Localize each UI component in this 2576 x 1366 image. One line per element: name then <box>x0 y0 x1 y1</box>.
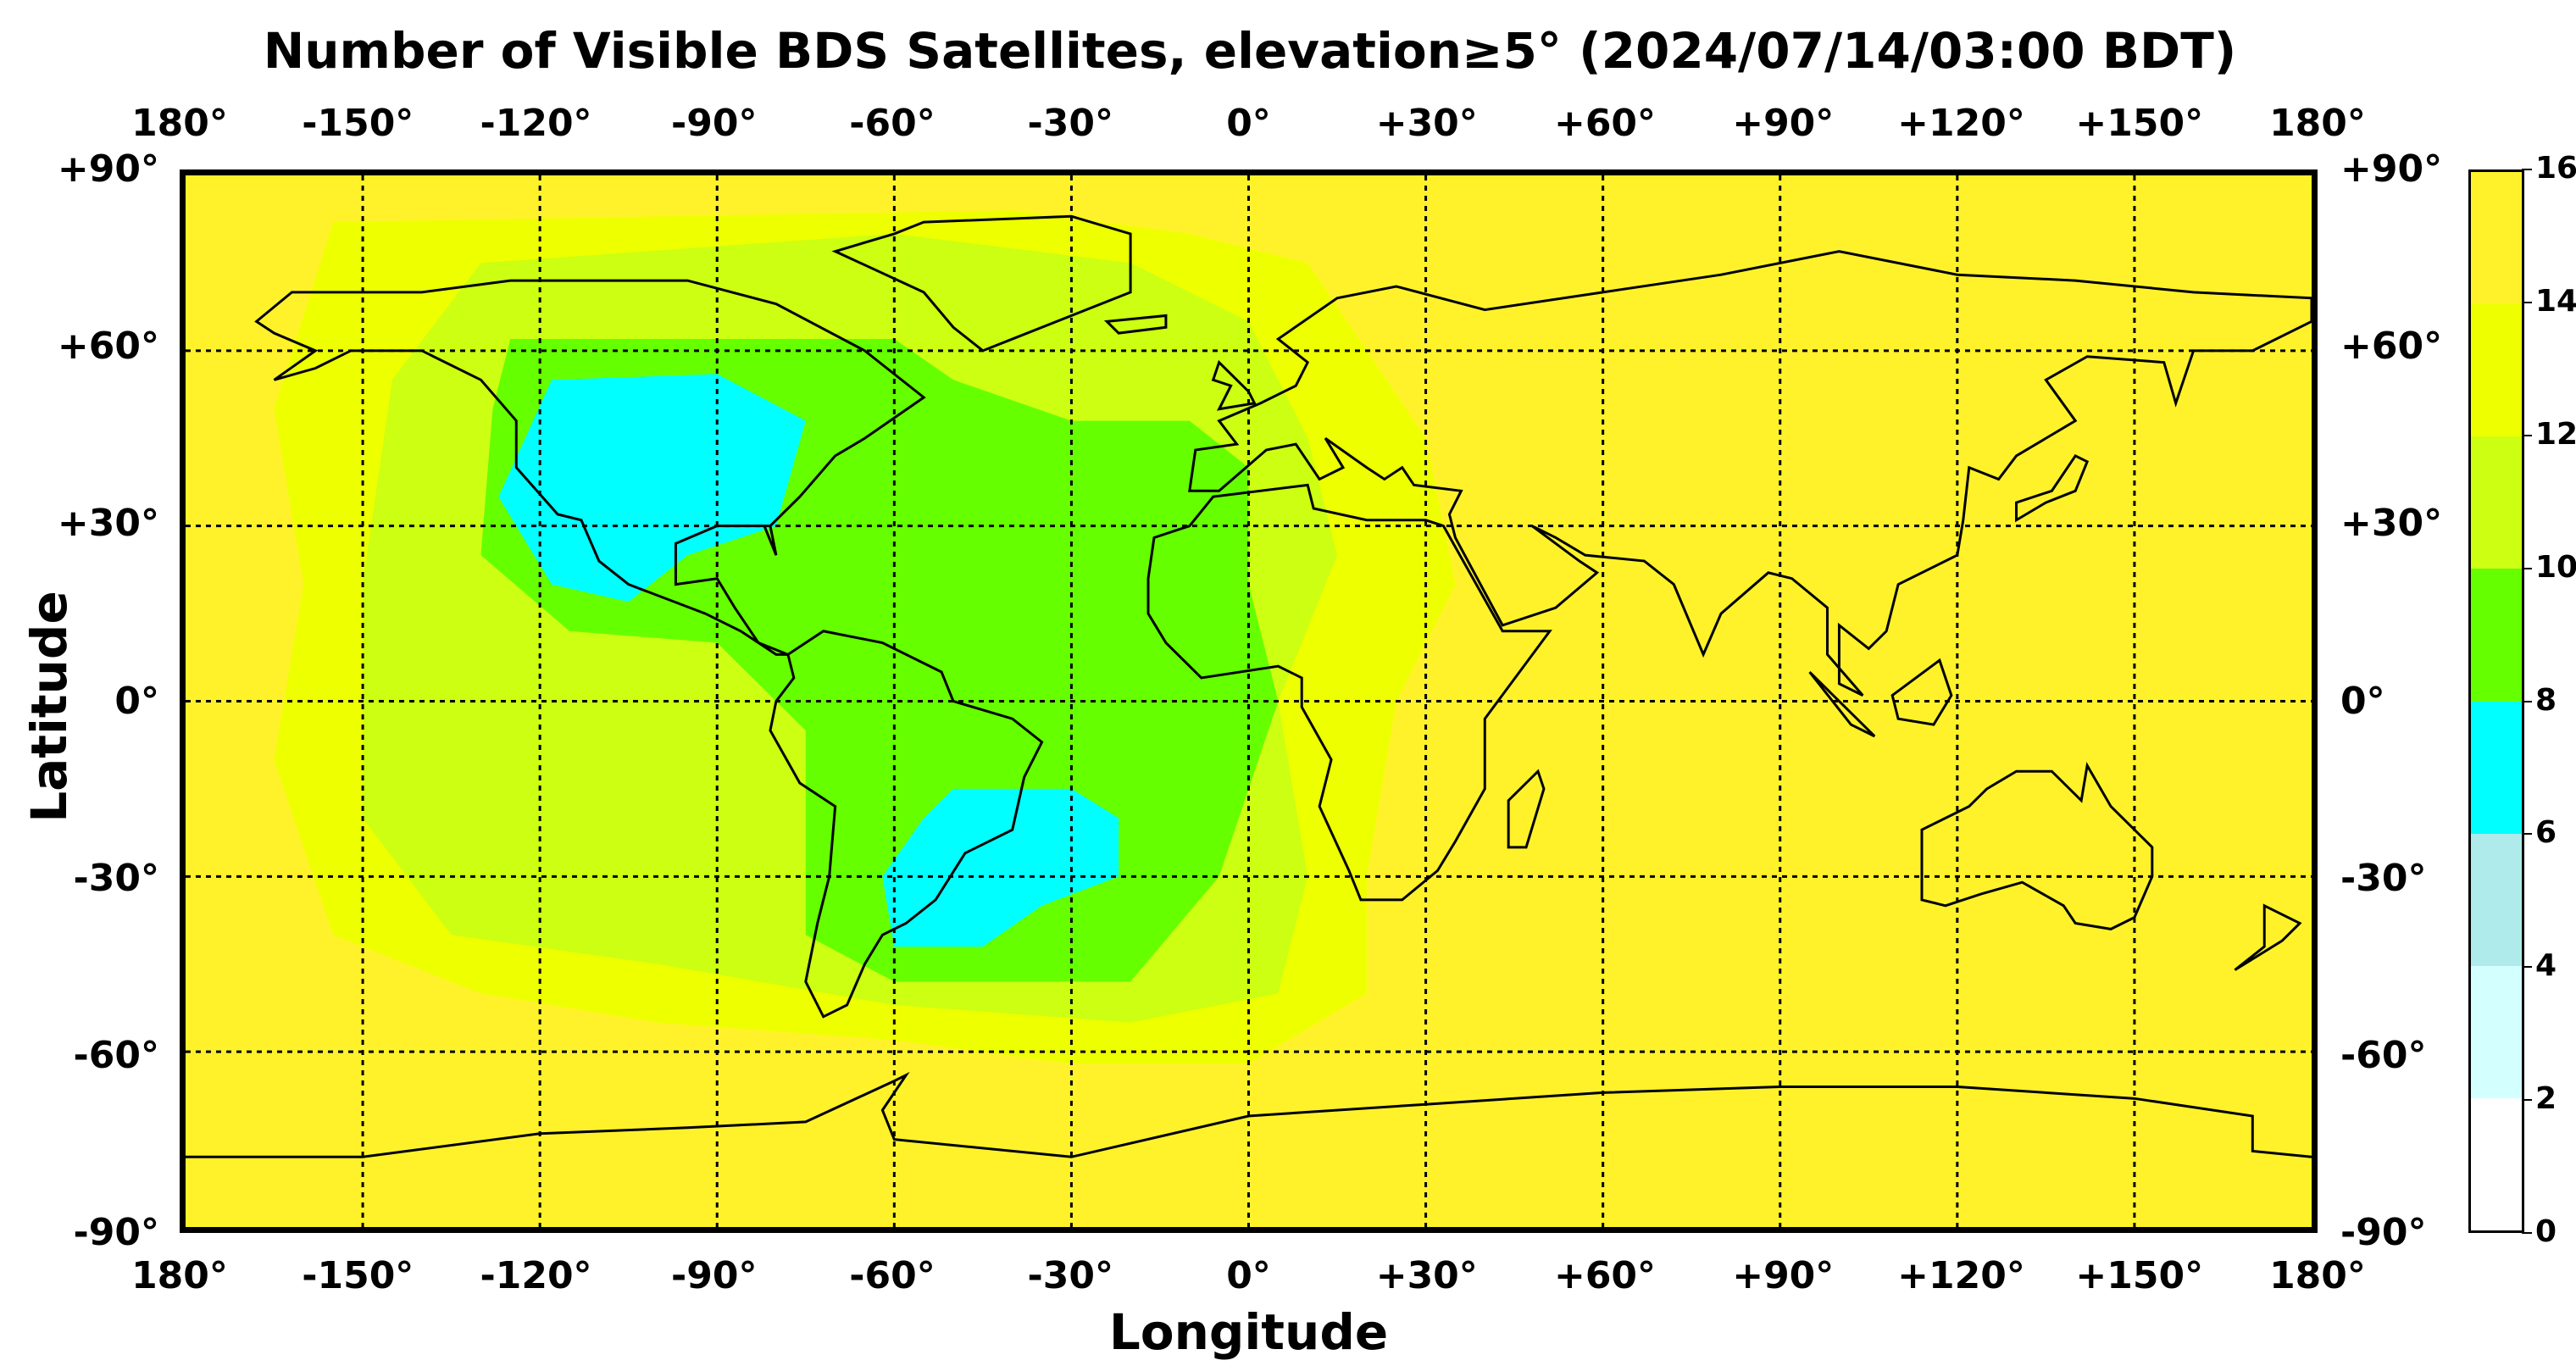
coverage-region <box>498 374 806 602</box>
colorbar-segment <box>2471 436 2522 569</box>
x-tick-label-top: -30° <box>1027 102 1114 145</box>
x-tick-label-top: +60° <box>1553 102 1657 145</box>
colorbar-tick-mark <box>2522 169 2532 170</box>
coastline-iceland <box>1107 315 1166 333</box>
colorbar-segment <box>2471 304 2522 437</box>
chart-title: Number of Visible BDS Satellites, elevat… <box>263 22 2237 80</box>
coastline-britain <box>1213 363 1255 409</box>
x-axis-label: Longitude <box>1108 1303 1389 1361</box>
x-tick-label-top: +90° <box>1732 102 1835 145</box>
y-tick-label-left: -30° <box>73 856 160 900</box>
coastline-antarctica <box>186 1075 2312 1158</box>
colorbar-tick-mark <box>2522 700 2532 702</box>
colorbar-tick-label: 14 <box>2535 283 2576 319</box>
coastline-borneo <box>1892 660 1951 725</box>
x-tick-label-top: +150° <box>2075 102 2204 145</box>
y-tick-label-right: 0° <box>2340 679 2385 723</box>
colorbar-segment <box>2471 833 2522 966</box>
y-tick-label-right: +90° <box>2340 147 2443 191</box>
y-tick-label-left: +30° <box>57 502 159 546</box>
colorbar-tick-mark <box>2522 434 2532 436</box>
coastline-africa <box>1148 485 1550 900</box>
colorbar-segment <box>2471 701 2522 834</box>
colorbar-tick-label: 4 <box>2535 948 2557 984</box>
colorbar-segment <box>2471 1097 2522 1230</box>
y-tick-label-right: -60° <box>2340 1033 2427 1077</box>
coastline-sumatra <box>1810 672 1875 736</box>
coastline-south-america <box>770 631 1042 1017</box>
x-tick-label-bottom: +30° <box>1375 1254 1478 1297</box>
colorbar-tick-label: 2 <box>2535 1081 2557 1117</box>
coverage-region <box>882 788 1119 947</box>
colorbar-tick-mark <box>2522 567 2532 569</box>
y-tick-label-left: +90° <box>57 147 159 191</box>
map-svg <box>186 175 2312 1227</box>
colorbar-segment <box>2471 172 2522 305</box>
x-tick-label-bottom: +60° <box>1553 1254 1657 1297</box>
x-tick-label-top: 0° <box>1226 102 1271 145</box>
x-tick-label-top: -90° <box>671 102 758 145</box>
colorbar-tick-label: 10 <box>2535 549 2576 585</box>
y-tick-label-left: -60° <box>73 1033 160 1077</box>
colorbar-tick-mark <box>2522 301 2532 303</box>
x-tick-label-bottom: 0° <box>1226 1254 1271 1297</box>
y-tick-label-right: -90° <box>2340 1211 2427 1254</box>
colorbar-tick-label: 6 <box>2535 815 2557 851</box>
coastline-new-zealand <box>2235 906 2300 970</box>
x-tick-label-bottom: +90° <box>1732 1254 1835 1297</box>
x-tick-label-bottom: 180° <box>2269 1254 2366 1297</box>
colorbar-segment <box>2471 965 2522 1098</box>
x-tick-label-top: -60° <box>849 102 935 145</box>
y-tick-label-left: +60° <box>57 325 159 369</box>
x-tick-label-bottom: -30° <box>1027 1254 1114 1297</box>
x-tick-label-top: -120° <box>480 102 592 145</box>
colorbar-tick-label: 0 <box>2535 1214 2557 1249</box>
y-tick-label-right: -30° <box>2340 856 2427 900</box>
x-tick-label-top: 180° <box>131 102 228 145</box>
colorbar-tick-label: 16 <box>2535 151 2576 186</box>
y-axis-label: Latitude <box>20 591 78 823</box>
x-tick-label-bottom: +150° <box>2075 1254 2204 1297</box>
x-tick-label-bottom: +120° <box>1897 1254 2025 1297</box>
x-tick-label-top: -150° <box>302 102 414 145</box>
x-tick-label-bottom: -120° <box>480 1254 592 1297</box>
colorbar-tick-mark <box>2522 1232 2532 1234</box>
colorbar-tick-label: 8 <box>2535 682 2557 718</box>
colorbar-tick-mark <box>2522 1099 2532 1102</box>
colorbar-tick-label: 12 <box>2535 416 2576 452</box>
x-tick-label-bottom: -150° <box>302 1254 414 1297</box>
coastline-north-america <box>257 280 924 654</box>
coastline-eurasia <box>1190 252 2312 696</box>
x-tick-label-bottom: -60° <box>849 1254 935 1297</box>
colorbar <box>2468 169 2524 1233</box>
colorbar-tick-mark <box>2522 966 2532 969</box>
map-plot-area <box>180 169 2318 1233</box>
y-tick-label-left: -90° <box>73 1211 160 1254</box>
y-tick-label-left: 0° <box>114 679 159 723</box>
coastline-madagascar <box>1508 771 1544 847</box>
y-tick-label-right: +60° <box>2340 325 2443 369</box>
x-tick-label-top: +120° <box>1897 102 2025 145</box>
colorbar-segment <box>2471 569 2522 702</box>
x-tick-label-bottom: -90° <box>671 1254 758 1297</box>
x-tick-label-bottom: 180° <box>131 1254 228 1297</box>
x-tick-label-top: 180° <box>2269 102 2366 145</box>
coastline-japan <box>2017 456 2088 520</box>
colorbar-tick-mark <box>2522 833 2532 836</box>
y-tick-label-right: +30° <box>2340 502 2443 546</box>
x-tick-label-top: +30° <box>1375 102 1478 145</box>
